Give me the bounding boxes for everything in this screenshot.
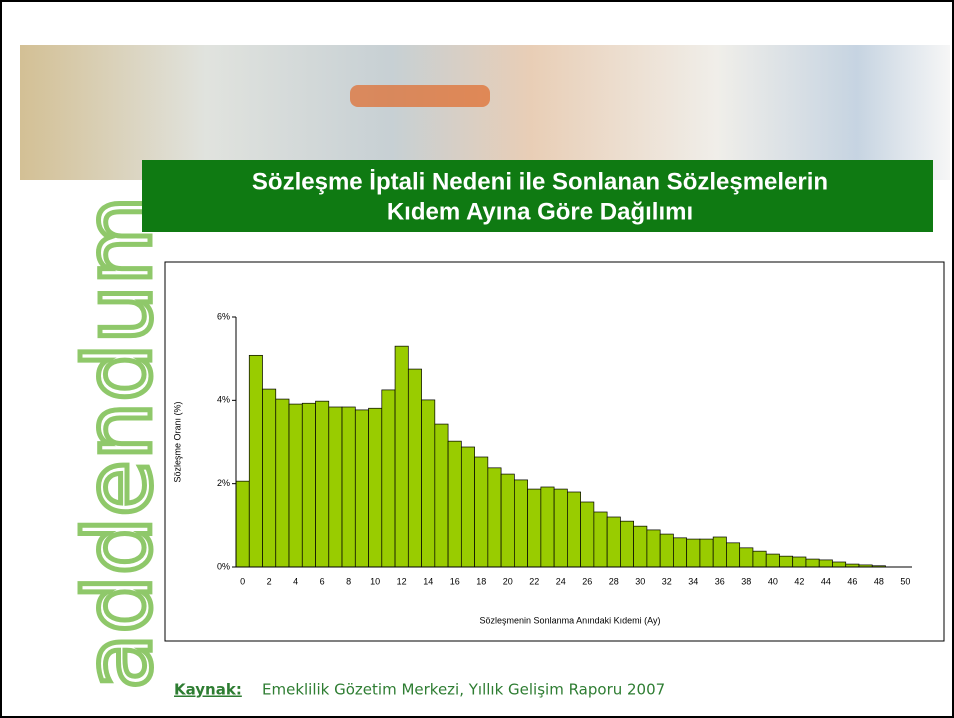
header-image: [20, 45, 950, 180]
bar: [779, 556, 792, 567]
x-axis-label: Sözleşmenin Sonlanma Anındaki Kıdemi (Ay…: [480, 615, 661, 625]
bar: [687, 539, 700, 567]
bar: [554, 489, 567, 567]
x-tick-label: 34: [688, 576, 698, 586]
bar: [263, 389, 276, 567]
x-tick-label: 32: [662, 576, 672, 586]
bar: [382, 390, 395, 567]
x-tick-label: 24: [556, 576, 566, 586]
x-tick-label: 0: [240, 576, 245, 586]
x-tick-label: 42: [794, 576, 804, 586]
bar: [488, 468, 501, 567]
bar: [302, 403, 315, 567]
x-tick-label: 6: [320, 576, 325, 586]
bar: [395, 346, 408, 567]
bar: [607, 517, 620, 567]
x-tick-label: 28: [609, 576, 619, 586]
bar: [236, 481, 249, 567]
bar: [700, 539, 713, 567]
chart-title: Sözleşme İptali Nedeni ile Sonlanan Sözl…: [252, 168, 828, 195]
bar: [249, 355, 262, 567]
x-tick-label: 10: [370, 576, 380, 586]
bar: [620, 521, 633, 567]
bar: [501, 474, 514, 567]
x-tick-label: 36: [715, 576, 725, 586]
bar: [316, 401, 329, 567]
x-tick-label: 4: [293, 576, 298, 586]
y-tick-label: 0%: [217, 561, 230, 571]
bar: [528, 489, 541, 567]
bar: [753, 551, 766, 567]
x-tick-label: 2: [267, 576, 272, 586]
x-tick-label: 44: [821, 576, 831, 586]
x-tick-label: 12: [397, 576, 407, 586]
x-tick-label: 40: [768, 576, 778, 586]
x-tick-label: 26: [582, 576, 592, 586]
bar: [422, 400, 435, 567]
x-tick-label: 22: [529, 576, 539, 586]
source-text: Emeklilik Gözetim Merkezi, Yıllık Gelişi…: [262, 681, 665, 699]
y-tick-label: 4%: [217, 395, 230, 405]
bar: [581, 502, 594, 567]
bar: [673, 538, 686, 567]
bar: [448, 441, 461, 567]
x-tick-label: 14: [423, 576, 433, 586]
x-tick-label: 46: [847, 576, 857, 586]
x-tick-label: 20: [503, 576, 513, 586]
bar: [766, 554, 779, 567]
header-pen: [350, 85, 490, 107]
bar: [342, 407, 355, 567]
bar: [726, 543, 739, 567]
bar: [713, 537, 726, 567]
bar: [435, 424, 448, 567]
y-tick-label: 2%: [217, 478, 230, 488]
bar: [634, 526, 647, 567]
bar: [355, 410, 368, 567]
bar: [276, 399, 289, 567]
bar: [740, 548, 753, 567]
bar: [806, 559, 819, 567]
x-tick-label: 30: [635, 576, 645, 586]
bar: [567, 492, 580, 567]
bar: [647, 530, 660, 567]
bar: [475, 457, 488, 567]
bar: [594, 512, 607, 567]
bar: [514, 480, 527, 567]
bar: [329, 407, 342, 567]
x-tick-label: 8: [346, 576, 351, 586]
x-tick-label: 50: [900, 576, 910, 586]
x-tick-label: 48: [874, 576, 884, 586]
bar: [541, 487, 554, 567]
logo: addendum: [65, 196, 172, 690]
x-tick-label: 16: [450, 576, 460, 586]
bar: [408, 369, 421, 567]
x-tick-label: 18: [476, 576, 486, 586]
bar: [832, 562, 845, 567]
y-axis-label: Sözleşme Oranı (%): [172, 401, 182, 482]
bar: [819, 560, 832, 567]
bar: [461, 447, 474, 567]
bar: [660, 534, 673, 567]
bar: [793, 557, 806, 567]
bar: [289, 404, 302, 567]
source-label: Kaynak:: [174, 681, 242, 699]
chart-title: Kıdem Ayına Göre Dağılımı: [387, 198, 693, 225]
y-tick-label: 6%: [217, 311, 230, 321]
x-tick-label: 38: [741, 576, 751, 586]
bar: [369, 408, 382, 567]
slide: addendum Sözleşme İptali Nedeni ile Sonl…: [0, 0, 954, 718]
